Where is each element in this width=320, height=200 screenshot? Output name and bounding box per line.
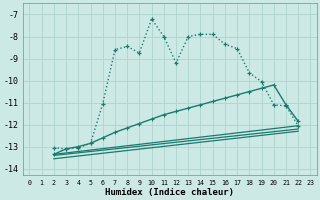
X-axis label: Humidex (Indice chaleur): Humidex (Indice chaleur) [105, 188, 235, 197]
